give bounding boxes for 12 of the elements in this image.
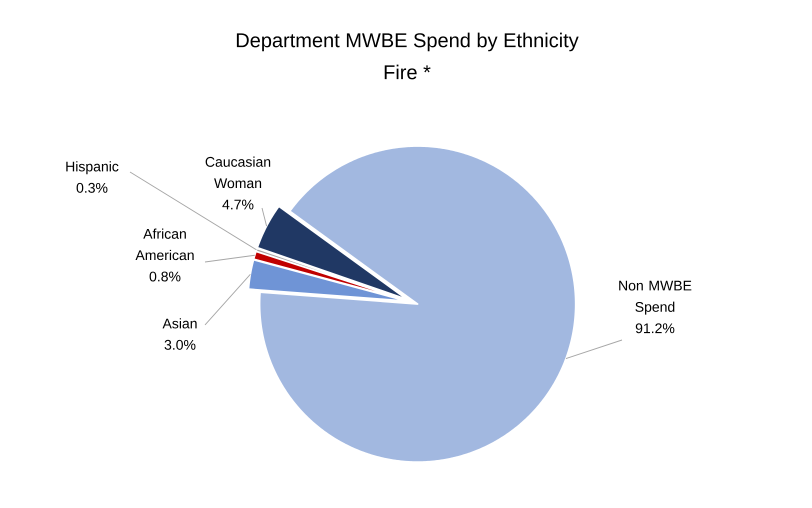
slice-label: Asian — [162, 318, 197, 328]
slice-label: Non MWBE Spend — [619, 280, 692, 315]
slice-label: Caucasian Woman — [206, 156, 270, 188]
chart-title: Department MWBE Spend by Ethnicity — [236, 32, 579, 52]
slice-label: Hispanic — [66, 161, 118, 174]
data-label: 0.8% — [150, 272, 180, 282]
chart-subtitle: Fire * — [384, 64, 431, 80]
data-label: 3.0% — [164, 340, 196, 350]
data-label: 4.7% — [222, 200, 254, 210]
slice-label: African American — [135, 228, 194, 260]
data-label: 91.2% — [636, 323, 674, 334]
data-label: 0.3% — [76, 182, 108, 193]
